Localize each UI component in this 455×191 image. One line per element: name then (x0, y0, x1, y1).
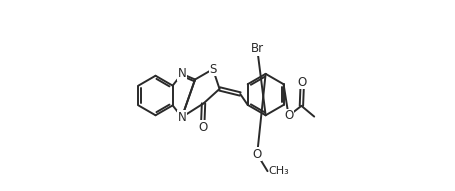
Text: CH₃: CH₃ (268, 166, 288, 176)
Text: O: O (197, 121, 207, 134)
Text: N: N (177, 111, 186, 124)
Text: O: O (283, 109, 293, 122)
Text: N: N (177, 67, 186, 80)
Text: Br: Br (250, 42, 263, 55)
Text: O: O (297, 76, 306, 89)
Text: S: S (209, 63, 216, 76)
Text: O: O (252, 148, 261, 161)
